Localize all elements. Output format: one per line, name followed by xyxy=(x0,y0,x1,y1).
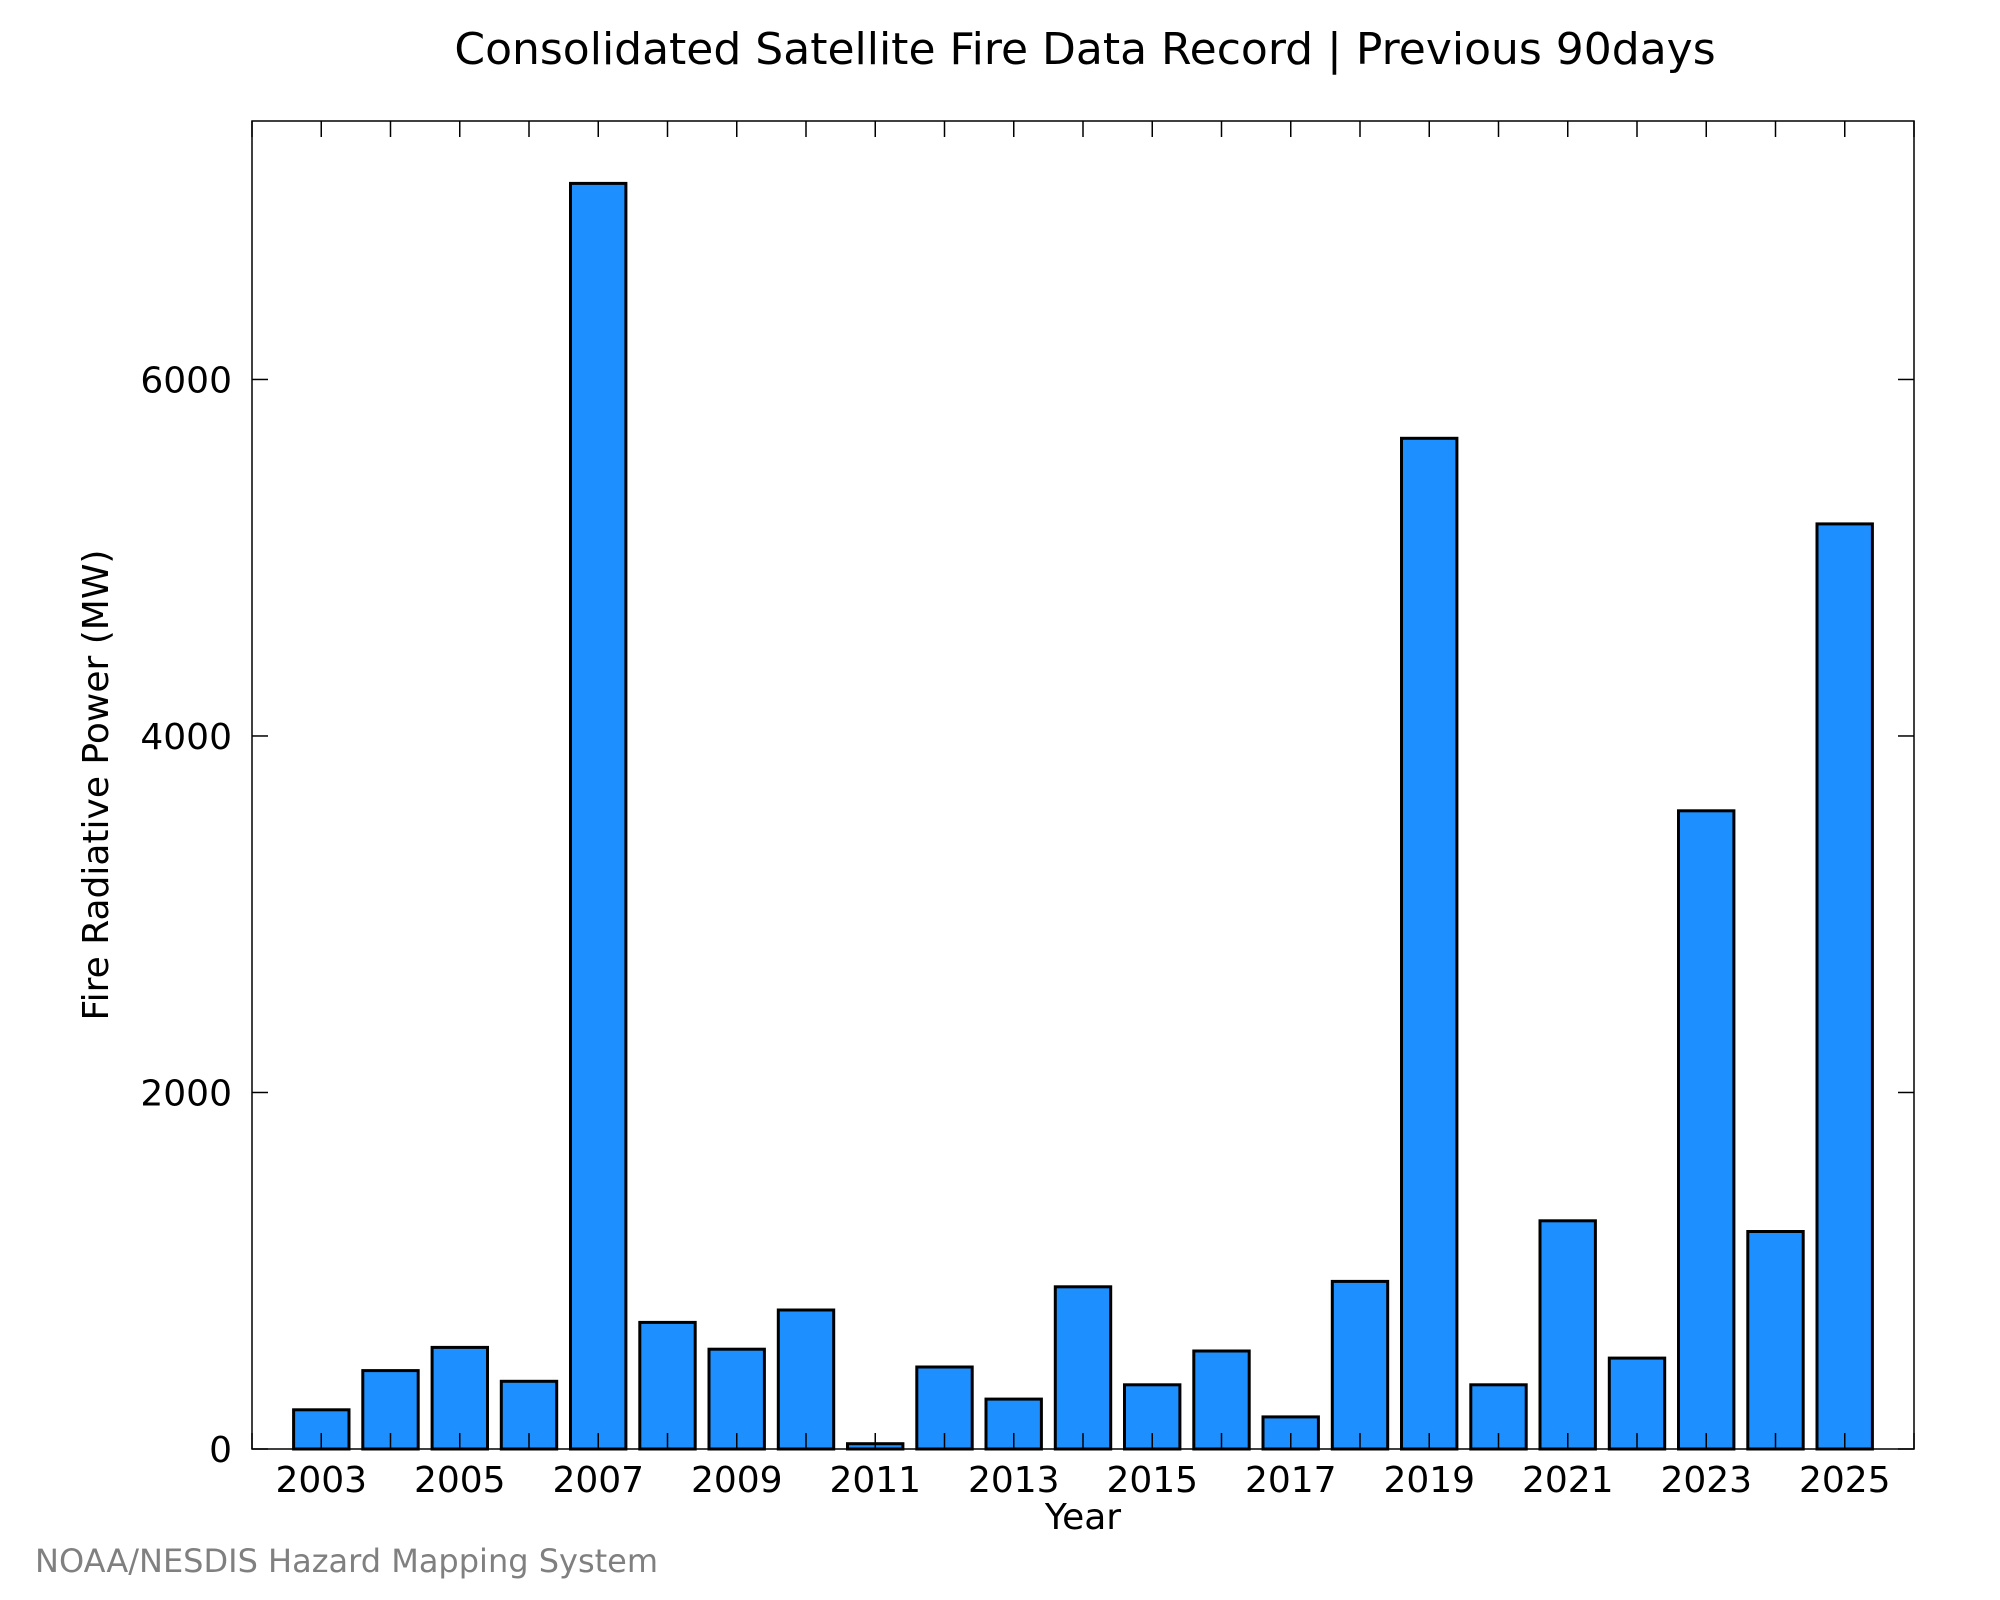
x-tick-label-2015: 2015 xyxy=(1106,1460,1198,1501)
x-tick-label-2003: 2003 xyxy=(275,1460,367,1501)
y-tick-label-2000: 2000 xyxy=(140,1073,232,1114)
bar-2025 xyxy=(1815,522,1874,1451)
bar-2010 xyxy=(776,1308,836,1451)
x-tick-label-2011: 2011 xyxy=(829,1460,921,1501)
y-tick-label-0: 0 xyxy=(209,1430,232,1471)
y-axis-label: Fire Radiative Power (MW) xyxy=(76,550,117,1021)
plot-frame xyxy=(251,120,1915,1450)
credit-text: NOAA/NESDIS Hazard Mapping System xyxy=(35,1542,658,1580)
chart-title: Consolidated Satellite Fire Data Record … xyxy=(454,24,1715,75)
ticks-group xyxy=(251,121,1915,1450)
bar-2016 xyxy=(1192,1349,1251,1451)
bars-group xyxy=(292,181,1874,1451)
x-tick-label-2019: 2019 xyxy=(1383,1460,1475,1501)
x-axis-label: Year xyxy=(1044,1497,1121,1538)
bar-2019 xyxy=(1400,436,1459,1451)
bar-2024 xyxy=(1746,1230,1805,1451)
bar-2007 xyxy=(569,181,628,1451)
y-tick-label-6000: 6000 xyxy=(140,360,232,401)
x-tick-label-2013: 2013 xyxy=(968,1460,1060,1501)
bar-2023 xyxy=(1677,809,1736,1451)
x-tick-label-2025: 2025 xyxy=(1799,1460,1891,1501)
bar-2021 xyxy=(1538,1219,1597,1451)
y-tick-labels: 0 2000 4000 6000 xyxy=(140,360,232,1471)
x-tick-label-2007: 2007 xyxy=(552,1460,644,1501)
x-tick-labels: 2003 2005 2007 2009 2011 2013 2015 2017 2019 2021… xyxy=(275,1460,1890,1501)
x-tick-label-2023: 2023 xyxy=(1660,1460,1752,1501)
y-tick-label-4000: 4000 xyxy=(140,717,232,758)
x-tick-label-2017: 2017 xyxy=(1245,1460,1337,1501)
bar-2014 xyxy=(1053,1285,1113,1451)
bar-2008 xyxy=(638,1320,697,1451)
x-tick-label-2021: 2021 xyxy=(1522,1460,1614,1501)
x-tick-label-2005: 2005 xyxy=(414,1460,506,1501)
bar-2018 xyxy=(1330,1279,1390,1451)
x-tick-label-2009: 2009 xyxy=(691,1460,783,1501)
